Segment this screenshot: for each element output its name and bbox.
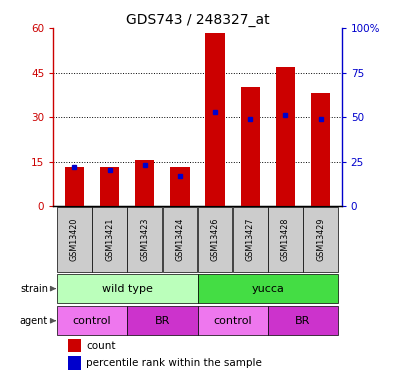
Bar — [198, 207, 233, 272]
Bar — [127, 207, 162, 272]
Bar — [268, 306, 338, 335]
Text: yucca: yucca — [251, 284, 284, 294]
Text: GSM13424: GSM13424 — [175, 217, 184, 261]
Bar — [92, 207, 127, 272]
Bar — [162, 207, 198, 272]
Text: wild type: wild type — [102, 284, 152, 294]
Bar — [268, 207, 303, 272]
Bar — [65, 168, 84, 206]
Text: strain: strain — [20, 284, 48, 294]
Bar — [205, 33, 225, 206]
Title: GDS743 / 248327_at: GDS743 / 248327_at — [126, 13, 269, 27]
Bar — [127, 306, 198, 335]
Text: GSM13423: GSM13423 — [140, 217, 149, 261]
Bar — [57, 306, 127, 335]
Bar — [276, 67, 295, 206]
Bar — [311, 93, 330, 206]
Text: agent: agent — [20, 316, 48, 326]
Text: count: count — [87, 341, 116, 351]
Text: GSM13428: GSM13428 — [281, 217, 290, 261]
Text: control: control — [73, 316, 111, 326]
Text: BR: BR — [155, 316, 170, 326]
Text: control: control — [213, 316, 252, 326]
Text: GSM13427: GSM13427 — [246, 217, 255, 261]
Bar — [303, 207, 338, 272]
Bar — [241, 87, 260, 206]
Bar — [68, 339, 81, 352]
Bar — [198, 306, 268, 335]
Bar — [135, 160, 154, 206]
Bar — [170, 168, 190, 206]
Text: BR: BR — [295, 316, 311, 326]
Bar — [68, 357, 81, 369]
Bar — [100, 168, 119, 206]
Bar — [233, 207, 268, 272]
Text: GSM13421: GSM13421 — [105, 217, 114, 261]
Text: GSM13426: GSM13426 — [211, 217, 220, 261]
Bar — [57, 274, 198, 303]
Text: GSM13420: GSM13420 — [70, 217, 79, 261]
Text: percentile rank within the sample: percentile rank within the sample — [87, 358, 262, 368]
Bar — [198, 274, 338, 303]
Bar — [57, 207, 92, 272]
Text: GSM13429: GSM13429 — [316, 217, 325, 261]
